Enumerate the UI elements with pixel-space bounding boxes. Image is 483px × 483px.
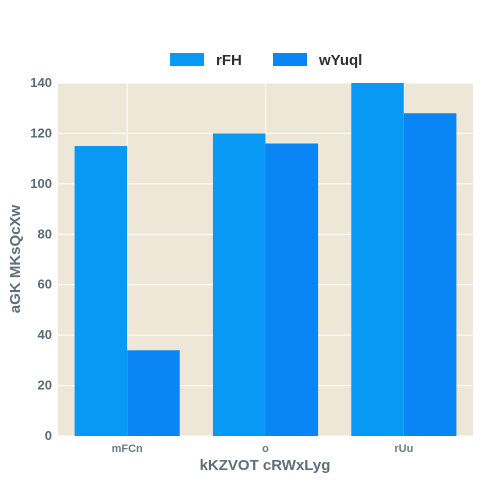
y-tick-label: 0 xyxy=(45,428,52,443)
legend-swatch-rfh xyxy=(170,53,204,66)
x-tick-label: rUu xyxy=(394,443,413,455)
bar-wYuql-o xyxy=(265,143,319,436)
x-tick-label: mFCn xyxy=(112,443,143,455)
x-axis-ticks: mFCn o rUu xyxy=(112,443,414,455)
bar-rFH-mFCn xyxy=(74,146,128,437)
y-tick-label: 100 xyxy=(30,176,52,191)
y-tick-label: 60 xyxy=(38,277,52,292)
legend-label-rfh: rFH xyxy=(216,52,242,69)
y-tick-label: 120 xyxy=(30,125,52,140)
legend-swatch-wyuql xyxy=(273,53,307,66)
bars xyxy=(74,83,457,437)
bar-wYuql-mFCn xyxy=(127,350,180,436)
x-axis-title: kKZVOT cRWxLyg xyxy=(200,457,331,474)
bar-wYuql-rUu xyxy=(403,113,457,436)
bar-rFH-o xyxy=(212,133,266,436)
y-axis-ticks: 0 20 40 60 80 100 120 140 xyxy=(30,75,52,443)
y-tick-label: 20 xyxy=(38,378,52,393)
x-tick-label: o xyxy=(262,443,269,455)
y-tick-label: 140 xyxy=(30,75,52,90)
y-tick-label: 80 xyxy=(38,226,52,241)
legend-label-wyuql: wYuql xyxy=(318,52,362,69)
bar-rFH-rUu xyxy=(351,83,404,436)
legend: rFH wYuql xyxy=(170,52,362,69)
y-tick-label: 40 xyxy=(38,327,52,342)
y-axis-title: aGK MKsQcXw xyxy=(7,204,24,313)
